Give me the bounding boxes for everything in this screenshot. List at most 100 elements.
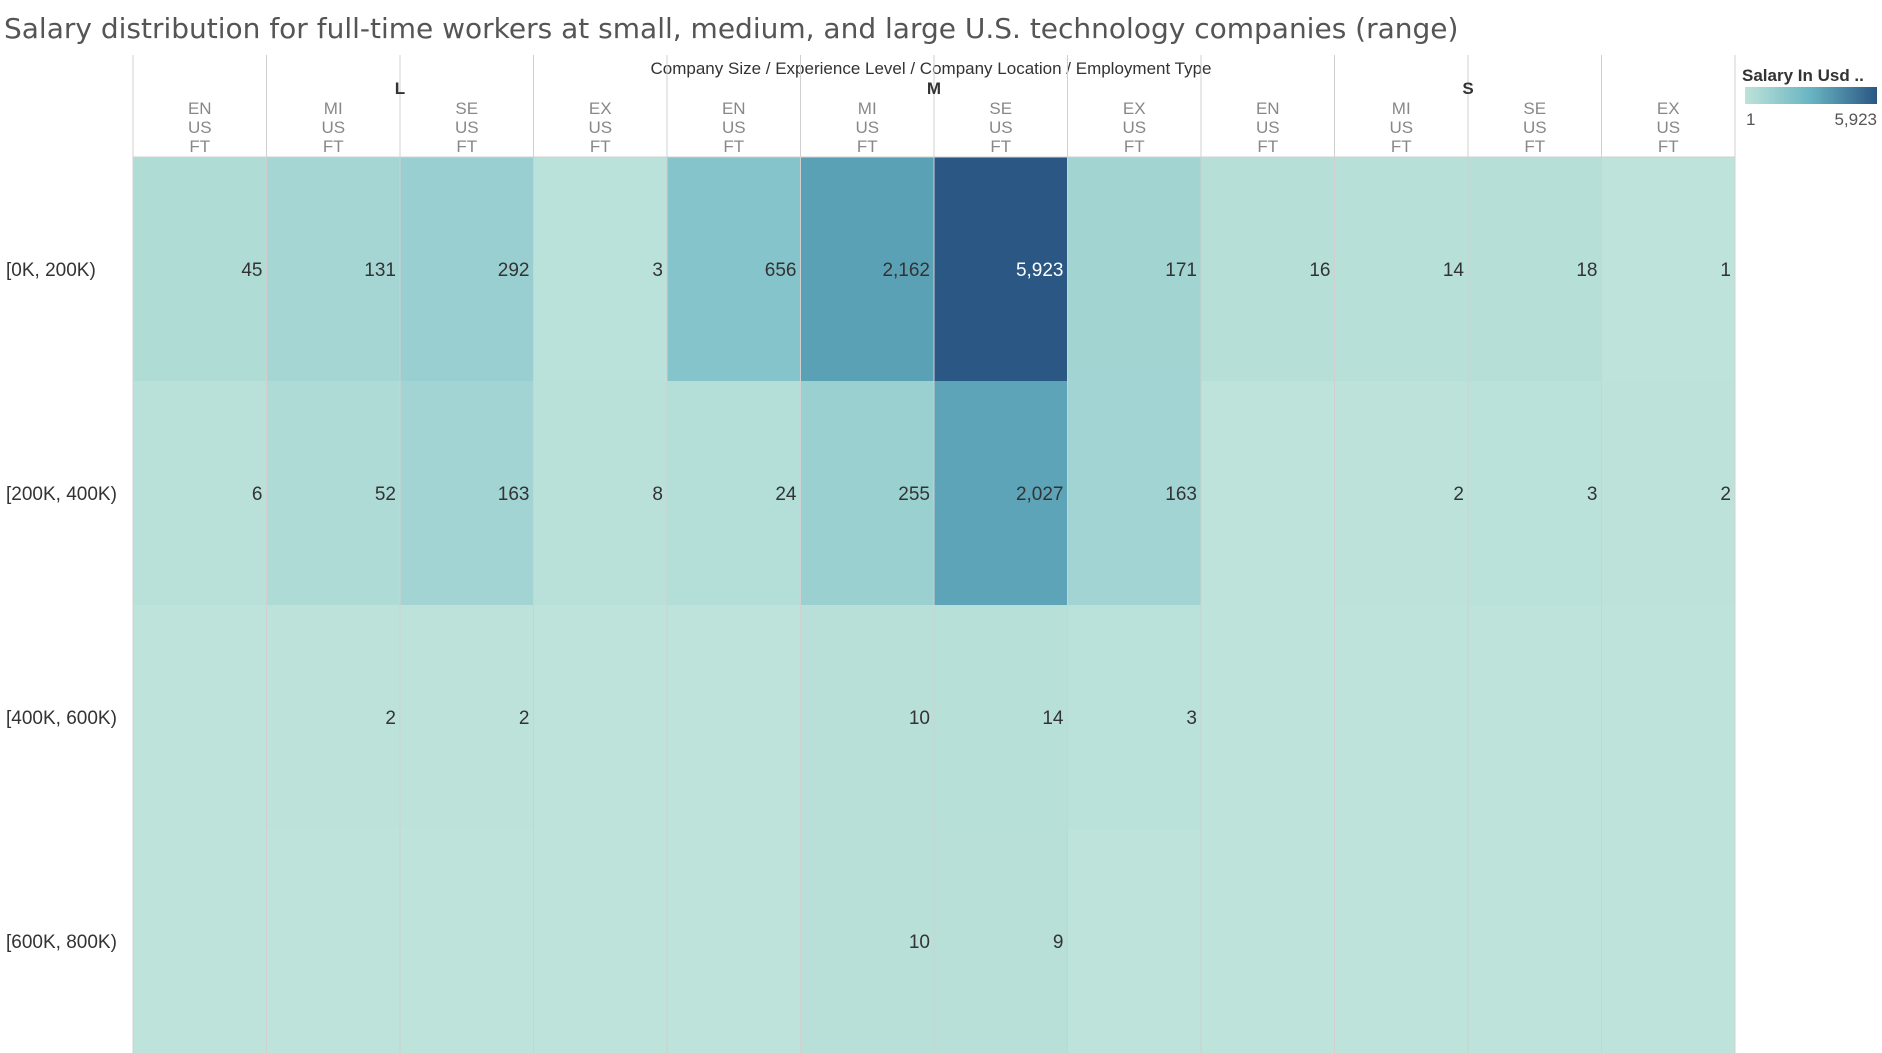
cell-value-label: 18 [1576, 260, 1597, 281]
company-location-label: US [1122, 118, 1146, 137]
employment-type-label: FT [1524, 137, 1545, 156]
experience-level-label: MI [1392, 99, 1411, 118]
cell-value-label: 24 [775, 484, 797, 505]
heatmap-cell [133, 381, 267, 605]
cell-value-label: 1 [1720, 260, 1731, 281]
cell-value-label: 10 [909, 932, 930, 953]
cell-value-label: 2 [385, 708, 396, 729]
employment-type-label: FT [1391, 137, 1412, 156]
cell-value-label: 16 [1309, 260, 1330, 281]
company-location-label: US [722, 118, 746, 137]
salary-range-label: [600K, 800K) [6, 932, 117, 953]
salary-range-label: [400K, 600K) [6, 708, 117, 729]
employment-type-label: FT [323, 137, 344, 156]
company-location-label: US [1389, 118, 1413, 137]
heatmap-cell [1601, 381, 1735, 605]
salary-range-label: [0K, 200K) [6, 260, 96, 281]
legend-max-label: 5,923 [1834, 110, 1877, 129]
heatmap-cell [400, 381, 534, 605]
heatmap-cell [934, 605, 1068, 829]
heatmap-cell [1601, 157, 1735, 381]
heatmap-cell [133, 157, 267, 381]
cell-value-label: 3 [1587, 484, 1598, 505]
heatmap-cell [1067, 381, 1201, 605]
heatmap-cell [934, 829, 1068, 1053]
legend-gradient-bar [1745, 87, 1877, 104]
cell-value-label: 52 [375, 484, 396, 505]
heatmap-cell [800, 605, 934, 829]
company-location-label: US [1656, 118, 1680, 137]
cell-value-label: 656 [765, 260, 797, 281]
experience-level-label: MI [858, 99, 877, 118]
heatmap-cell [934, 381, 1068, 605]
cell-value-label: 14 [1042, 708, 1064, 729]
company-location-label: US [989, 118, 1013, 137]
cell-value-label: 6 [252, 484, 263, 505]
cell-value-label: 171 [1165, 260, 1197, 281]
legend-min-label: 1 [1746, 110, 1755, 129]
cell-value-label: 8 [652, 484, 663, 505]
company-location-label: US [1256, 118, 1280, 137]
cell-value-label: 163 [498, 484, 530, 505]
employment-type-label: FT [723, 137, 744, 156]
cell-value-label: 14 [1443, 260, 1465, 281]
employment-type-label: FT [1257, 137, 1278, 156]
cell-value-label: 5,923 [1016, 260, 1064, 281]
employment-type-label: FT [857, 137, 878, 156]
experience-level-label: EN [188, 99, 212, 118]
legend-title: Salary In Usd .. [1742, 66, 1864, 85]
employment-type-label: FT [456, 137, 477, 156]
experience-level-label: SE [989, 99, 1012, 118]
column-header-caption: Company Size / Experience Level / Compan… [651, 59, 1212, 78]
cell-value-label: 45 [241, 260, 262, 281]
employment-type-label: FT [590, 137, 611, 156]
experience-level-label: EX [1123, 99, 1146, 118]
heatmap-cell [800, 157, 934, 381]
experience-level-label: EN [1256, 99, 1280, 118]
heatmap-cell [266, 157, 400, 381]
cell-value-label: 2 [1453, 484, 1464, 505]
company-location-label: US [188, 118, 212, 137]
cell-value-label: 292 [498, 260, 530, 281]
heatmap-cell [1067, 605, 1201, 829]
heatmap-cell [400, 605, 534, 829]
employment-type-label: FT [1124, 137, 1145, 156]
employment-type-label: FT [990, 137, 1011, 156]
heatmap-cell [1468, 157, 1602, 381]
company-location-label: US [321, 118, 345, 137]
cell-value-label: 3 [652, 260, 663, 281]
heatmap-cell [1468, 381, 1602, 605]
company-size-label: L [395, 79, 405, 98]
experience-level-label: SE [1523, 99, 1546, 118]
cell-value-label: 131 [364, 260, 396, 281]
heatmap-cell [400, 157, 534, 381]
color-legend: Salary In Usd .. 1 5,923 [1742, 66, 1877, 129]
employment-type-label: FT [189, 137, 210, 156]
experience-level-label: EN [722, 99, 746, 118]
cell-value-label: 3 [1186, 708, 1197, 729]
employment-type-label: FT [1658, 137, 1679, 156]
cell-value-label: 9 [1053, 932, 1064, 953]
heatmap-cell [1067, 157, 1201, 381]
salary-range-label: [200K, 400K) [6, 484, 117, 505]
company-size-label: S [1462, 79, 1473, 98]
experience-level-label: EX [589, 99, 612, 118]
heatmap-cell [266, 381, 400, 605]
heatmap-cell [1334, 381, 1468, 605]
cell-value-label: 163 [1165, 484, 1197, 505]
heatmap-cell [533, 381, 667, 605]
company-location-label: US [455, 118, 479, 137]
cell-value-label: 2,027 [1016, 484, 1064, 505]
company-location-label: US [1523, 118, 1547, 137]
chart-title: Salary distribution for full-time worker… [4, 12, 1458, 45]
cell-value-label: 2 [519, 708, 530, 729]
experience-level-label: MI [324, 99, 343, 118]
heatmap-cell [934, 157, 1068, 381]
heatmap-cell [266, 605, 400, 829]
heatmap-cell [800, 381, 934, 605]
company-size-label: M [927, 79, 941, 98]
heatmap-cell [800, 829, 934, 1053]
heatmap-cell [667, 381, 801, 605]
heatmap-cell [533, 157, 667, 381]
